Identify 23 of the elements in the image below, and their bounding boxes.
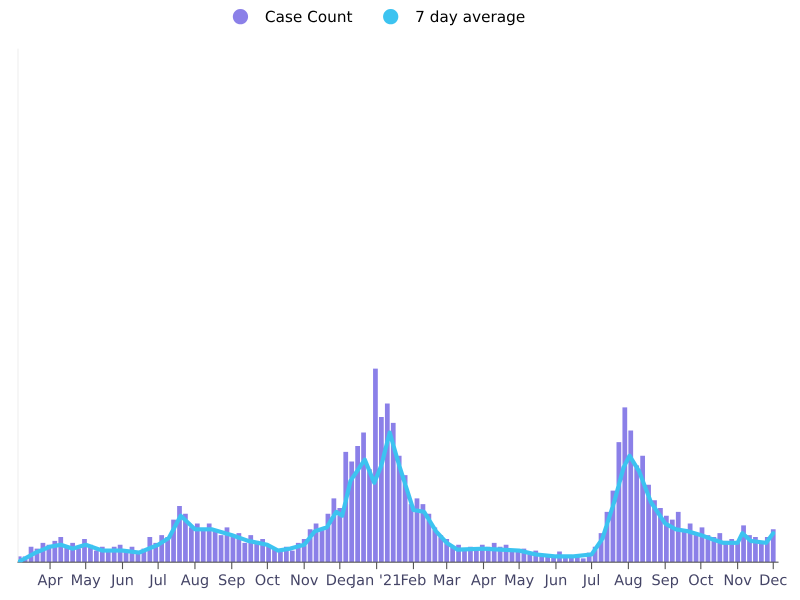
x-tick-label: Jun [110,574,133,588]
x-tick-label: Dec [760,574,786,586]
x-tick-label: Jul [582,574,599,588]
x-tick-label: Apr [38,574,63,588]
x-tick-label: Jul [148,574,166,588]
x-tick-label: Aug [614,574,642,588]
x-tick-label: Oct [256,574,280,586]
x-tick-label: Jun [544,574,566,588]
x-tick-label: Dec [327,574,354,586]
x-tick-label: Jan '21 [351,574,400,588]
x-tick-label: Sep [652,574,678,588]
x-tick-label: Nov [724,574,752,586]
x-tick-label: Oct [689,574,714,586]
legend-label: Case Count [266,10,352,22]
x-tick-label: Mar [434,574,460,586]
x-tick-label: May [505,574,534,588]
x-tick-label: May [72,574,100,588]
legend-label: 7 day average [416,10,524,26]
x-tick-label: Sep [218,574,245,588]
x-tick-label: Aug [180,574,208,588]
x-tick-label: Apr [471,574,496,588]
x-tick-label: Nov [291,574,318,586]
x-tick-label: Feb [402,574,426,586]
